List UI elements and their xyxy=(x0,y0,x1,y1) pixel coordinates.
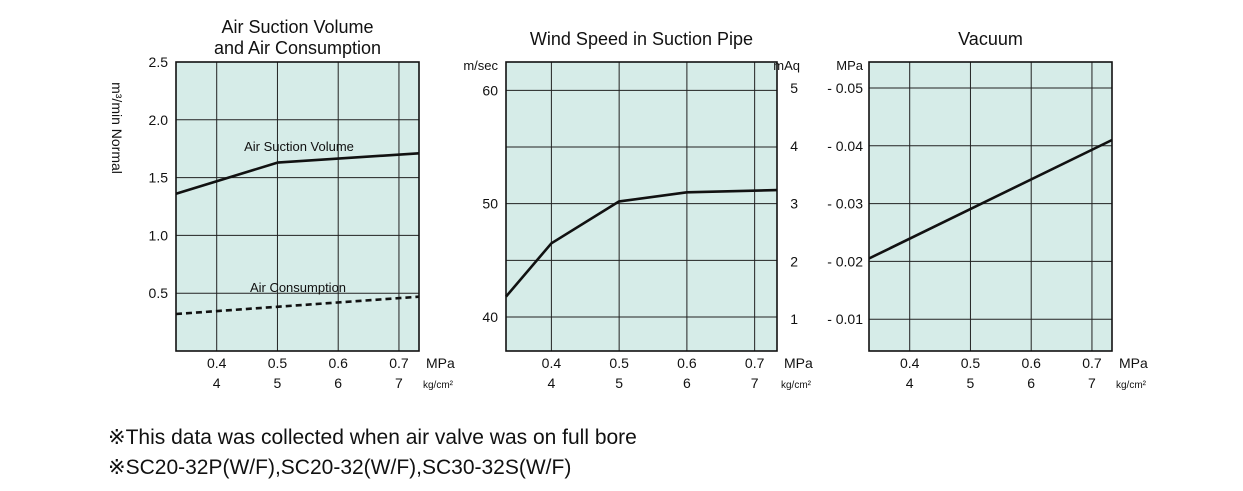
series-line xyxy=(868,138,1113,260)
x-tick-label-kgf: 7 xyxy=(1088,375,1096,391)
x-unit-mpa: MPa xyxy=(1119,355,1148,371)
x-tick-label-kgf: 6 xyxy=(334,375,342,391)
chart-title: and Air Consumption xyxy=(214,38,381,58)
series-line-air-suction-volume xyxy=(175,152,420,196)
x-tick-label-mpa: 0.6 xyxy=(677,355,697,371)
plot-background xyxy=(869,62,1112,351)
x-tick-label-mpa: 0.4 xyxy=(900,355,920,371)
y-unit-label-mAq: mAq xyxy=(773,58,800,73)
x-tick-label-kgf: 7 xyxy=(395,375,403,391)
chart-3: Vacuum 0.4 4 0.5 5 0.6 6 0.7 7 MPa kg/cm² 1 - 0.01 2 -… xyxy=(773,29,1148,391)
x-unit-kgf: kg/cm² xyxy=(1116,380,1147,391)
y-tick-label: 2.5 xyxy=(149,54,169,70)
x-unit-mpa: MPa xyxy=(784,355,813,371)
x-tick-label-kgf: 6 xyxy=(1027,375,1035,391)
chart-title: Wind Speed in Suction Pipe xyxy=(530,29,753,49)
y-tick-label: 50 xyxy=(482,196,498,212)
x-tick-label-kgf: 7 xyxy=(751,375,759,391)
x-tick-label-mpa: 0.6 xyxy=(328,355,348,371)
plot-frame xyxy=(175,61,420,352)
y-tick-label-mAq: 3 xyxy=(790,196,798,212)
y-tick-label-mpa: - 0.03 xyxy=(827,196,863,212)
series-line-air-consumption xyxy=(175,295,420,316)
x-unit-mpa: MPa xyxy=(426,355,455,371)
series-label-air-suction-volume: Air Suction Volume xyxy=(244,139,354,154)
y-tick-label: 60 xyxy=(482,82,498,98)
x-tick-label-mpa: 0.7 xyxy=(745,355,765,371)
y-tick-label: 1.5 xyxy=(149,170,169,186)
x-tick-label-mpa: 0.7 xyxy=(389,355,409,371)
x-unit-kgf: kg/cm² xyxy=(423,380,454,391)
y-tick-label-mAq: 1 xyxy=(790,311,798,327)
x-tick-label-mpa: 0.6 xyxy=(1021,355,1041,371)
plot-frame xyxy=(868,61,1113,352)
y-tick-label-mAq: 5 xyxy=(790,80,798,96)
x-tick-label-mpa: 0.5 xyxy=(268,355,288,371)
x-tick-label-mpa: 0.5 xyxy=(961,355,981,371)
y-unit-label: m/sec xyxy=(463,58,498,73)
y-tick-label-mpa: - 0.02 xyxy=(827,253,863,269)
footnote-model-list: ※SC20-32P(W/F),SC20-32(W/F),SC30-32S(W/F… xyxy=(108,456,572,479)
x-tick-label-mpa: 0.4 xyxy=(542,355,562,371)
y-tick-label-mAq: 2 xyxy=(790,253,798,269)
x-tick-label-mpa: 0.4 xyxy=(207,355,227,371)
x-tick-label-kgf: 5 xyxy=(967,375,975,391)
x-tick-label-kgf: 4 xyxy=(906,375,914,391)
series-label-air-consumption: Air Consumption xyxy=(250,280,346,295)
y-tick-label: 1.0 xyxy=(149,227,169,243)
chart-2: Wind Speed in Suction Pipe 0.4 4 0.5 5 0.6 6 0.… xyxy=(463,29,813,391)
x-tick-label-kgf: 5 xyxy=(615,375,623,391)
x-tick-label-mpa: 0.7 xyxy=(1082,355,1102,371)
plot-background xyxy=(176,62,419,351)
x-tick-label-kgf: 5 xyxy=(274,375,282,391)
y-tick-label-mpa: - 0.01 xyxy=(827,311,863,327)
x-tick-label-mpa: 0.5 xyxy=(609,355,629,371)
y-tick-label-mAq: 4 xyxy=(790,138,798,154)
y-tick-label-mpa: - 0.04 xyxy=(827,138,863,154)
plot-background xyxy=(506,62,777,351)
y-axis-label: m³/min Normal xyxy=(109,82,125,174)
chart-title: Vacuum xyxy=(958,29,1023,49)
y-tick-label: 40 xyxy=(482,309,498,325)
y-tick-label: 2.0 xyxy=(149,112,169,128)
chart-title: Air Suction Volume xyxy=(221,17,373,37)
footnote-data-condition: ※This data was collected when air valve … xyxy=(108,426,637,449)
x-tick-label-kgf: 4 xyxy=(213,375,221,391)
x-unit-kgf: kg/cm² xyxy=(781,380,812,391)
y-tick-label: 0.5 xyxy=(149,285,169,301)
series-line xyxy=(505,188,778,298)
plot-frame xyxy=(505,61,778,352)
x-tick-label-kgf: 4 xyxy=(547,375,555,391)
y-tick-label-mpa: - 0.05 xyxy=(827,80,863,96)
y-unit-label-mpa: MPa xyxy=(836,58,864,73)
x-tick-label-kgf: 6 xyxy=(683,375,691,391)
